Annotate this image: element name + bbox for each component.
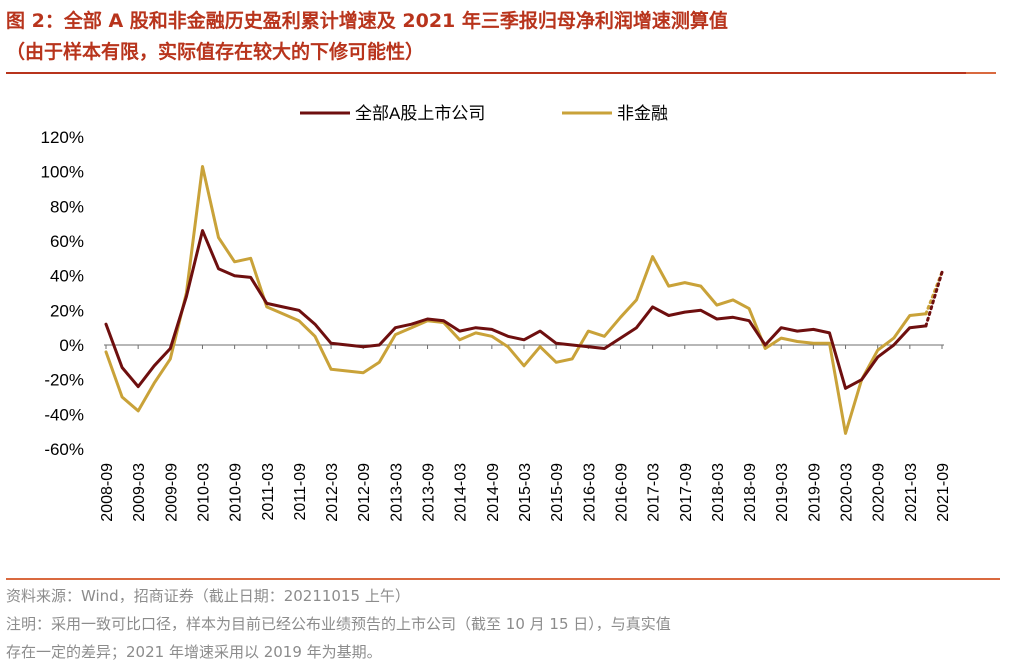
- chart-title-line-1: 图 2：全部 A 股和非金融历史盈利累计增速及 2021 年三季报归母净利润增速…: [6, 10, 728, 32]
- x-tick-label: 2014-09: [485, 463, 502, 522]
- y-tick-label: 60%: [50, 232, 84, 251]
- y-tick-label: 20%: [50, 301, 84, 320]
- line-chart: -60% -40% -20% 0% 20% 40% 60% 80% 100% 120% 2008-…: [41, 104, 952, 522]
- x-tick-label: 2013-03: [388, 463, 405, 522]
- x-tick-label: 2012-09: [356, 463, 373, 522]
- x-tick-label: 2010-03: [195, 463, 212, 522]
- y-tick-label: 80%: [50, 197, 84, 216]
- x-tick-label: 2020-03: [839, 463, 856, 522]
- x-tick-label: 2019-09: [806, 463, 823, 522]
- x-tick-label: 2009-09: [163, 463, 180, 522]
- chart-title-line-2: （由于样本有限，实际值存在较大的下修可能性）: [6, 41, 425, 63]
- x-tick-label: 2015-03: [517, 463, 534, 522]
- x-tick-label: 2021-03: [903, 463, 920, 522]
- chart-title: 图 2：全部 A 股和非金融历史盈利累计增速及 2021 年三季报归母净利润增速…: [6, 6, 1003, 68]
- y-tick-label: 0%: [59, 336, 84, 355]
- legend-label-1: 非金融: [617, 104, 668, 123]
- x-tick-label: 2020-09: [871, 463, 888, 522]
- x-tick-label: 2014-03: [453, 463, 470, 522]
- legend-label-0: 全部A股上市公司: [355, 104, 485, 123]
- title-divider-accent: [966, 72, 996, 74]
- x-tick-label: 2017-09: [678, 463, 695, 522]
- title-divider: [6, 72, 996, 74]
- x-tick-label: 2015-09: [549, 463, 566, 522]
- method-note-line-1: 注明：采用一致可比口径，样本为目前已经公布业绩预告的上市公司（截至 10 月 1…: [6, 615, 671, 633]
- y-axis: -60% -40% -20% 0% 20% 40% 60% 80% 100% 120%: [41, 128, 84, 459]
- x-tick-label: 2012-03: [324, 463, 341, 522]
- x-tick-label: 2021-09: [935, 463, 952, 522]
- x-tick-label: 2010-09: [228, 463, 245, 522]
- x-tick-label: 2013-09: [421, 463, 438, 522]
- y-tick-label: -40%: [44, 405, 84, 424]
- series-line-0: [104, 229, 928, 390]
- x-tick-label: 2011-03: [260, 463, 277, 521]
- x-axis: 2008-09 2009-03 2009-09 2010-03 2010-09 2011-…: [99, 344, 952, 522]
- footer-notes: 资料来源：Wind，招商证券（截止日期：20211015 上午） 注明：采用一致…: [6, 582, 1003, 666]
- y-tick-label: -20%: [44, 371, 84, 390]
- y-tick-label: 100%: [41, 163, 84, 182]
- source-note: 资料来源：Wind，招商证券（截止日期：20211015 上午）: [6, 587, 410, 605]
- y-tick-label: -60%: [44, 440, 84, 459]
- x-tick-label: 2019-03: [774, 463, 791, 522]
- x-tick-label: 2016-03: [581, 463, 598, 522]
- x-tick-label: 2016-09: [613, 463, 630, 522]
- footer-divider: [6, 578, 1000, 580]
- method-note-line-2: 存在一定的差异；2021 年增速采用以 2019 年为基期。: [6, 643, 382, 661]
- series-lines: [104, 165, 944, 435]
- series-projection-0: [924, 270, 944, 328]
- x-tick-label: 2017-03: [646, 463, 663, 522]
- x-tick-label: 2018-09: [742, 463, 759, 522]
- legend: 全部A股上市公司 非金融: [300, 104, 668, 123]
- x-tick-label: 2018-03: [710, 463, 727, 522]
- x-tick-label: 2011-09: [292, 463, 309, 521]
- x-tick-label: 2009-03: [131, 463, 148, 522]
- y-tick-label: 120%: [41, 128, 84, 147]
- x-tick-label: 2008-09: [99, 463, 116, 522]
- series-line-1: [104, 165, 928, 435]
- y-tick-label: 40%: [50, 267, 84, 286]
